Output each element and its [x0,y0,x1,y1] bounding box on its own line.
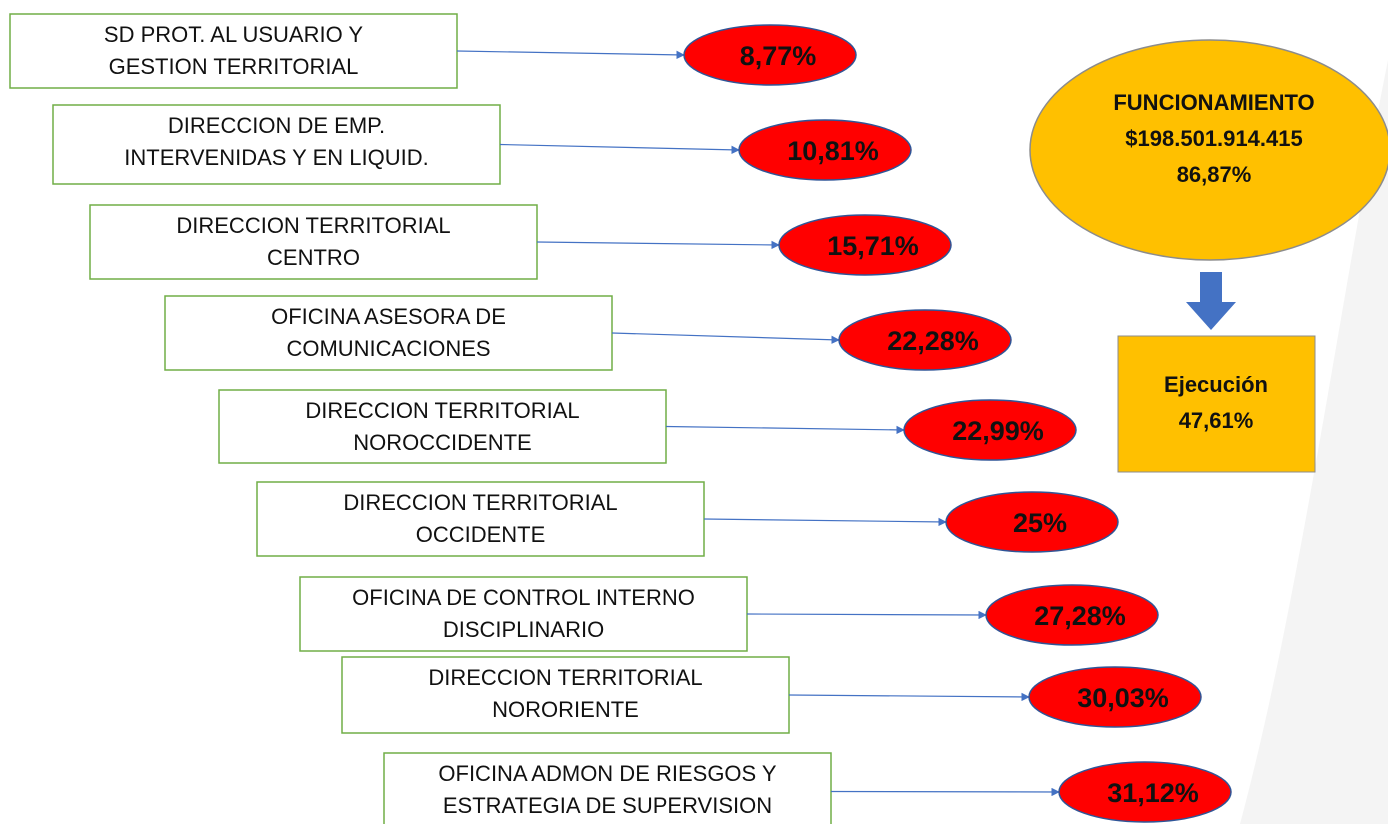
summary-percent: 86,87% [1177,162,1252,187]
unit-box [89,204,538,280]
unit-label: OFICINA DE CONTROL INTERNO [352,585,695,610]
value-ellipse [683,24,857,86]
value-label: 30,03% [1077,683,1169,713]
value-label: 8,77% [740,41,817,71]
unit-box [164,295,613,371]
value-ellipse [1058,761,1232,823]
connector [499,143,740,155]
unit-label: DIRECCION TERRITORIAL [428,665,702,690]
unit-label: INTERVENIDAS Y EN LIQUID. [124,145,428,170]
connector [611,332,840,344]
connector [456,50,685,60]
value-label: 25% [1013,508,1067,538]
value-label: 22,99% [952,416,1044,446]
unit-label: OFICINA ASESORA DE [271,304,506,329]
connector [746,610,987,620]
unit-box [9,13,458,89]
value-ellipse [738,119,912,181]
unit-label: OCCIDENTE [416,522,546,547]
connector [536,240,780,250]
value-ellipse [945,491,1119,553]
execution-box [1117,335,1316,473]
unit-label: NORORIENTE [492,697,639,722]
unit-label: COMUNICACIONES [286,336,490,361]
connector [830,787,1060,797]
value-label: 27,28% [1034,601,1126,631]
value-ellipse [985,584,1159,646]
summary-title: FUNCIONAMIENTO [1113,90,1314,115]
unit-label: DISCIPLINARIO [443,617,604,642]
value-ellipse [778,214,952,276]
connector [665,425,905,435]
unit-label: ESTRATEGIA DE SUPERVISION [443,793,772,818]
unit-box [383,752,832,824]
unit-label: CENTRO [267,245,360,270]
unit-box [256,481,705,557]
value-ellipse [903,399,1077,461]
value-label: 31,12% [1107,778,1199,808]
connector [703,517,947,527]
summary-amount: $198.501.914.415 [1125,126,1302,151]
unit-label: DIRECCION TERRITORIAL [176,213,450,238]
unit-label: OFICINA ADMON DE RIESGOS Y [438,761,777,786]
unit-label: SD PROT. AL USUARIO Y [104,22,364,47]
value-label: 15,71% [827,231,919,261]
unit-box [341,656,790,734]
value-label: 22,28% [887,326,979,356]
background-swoosh [1240,60,1388,824]
value-ellipse [838,309,1012,371]
unit-label: DIRECCION TERRITORIAL [343,490,617,515]
execution-percent: 47,61% [1179,408,1254,433]
execution-label: Ejecución [1164,372,1268,397]
unit-label: GESTION TERRITORIAL [109,54,359,79]
unit-label: DIRECCION TERRITORIAL [305,398,579,423]
down-arrow [1186,272,1236,330]
unit-label: DIRECCION DE EMP. [168,113,385,138]
value-ellipse [1028,666,1202,728]
unit-box [218,389,667,464]
summary-ellipse [1029,39,1388,261]
unit-label: NOROCCIDENTE [353,430,531,455]
connector [788,692,1030,702]
value-label: 10,81% [787,136,879,166]
